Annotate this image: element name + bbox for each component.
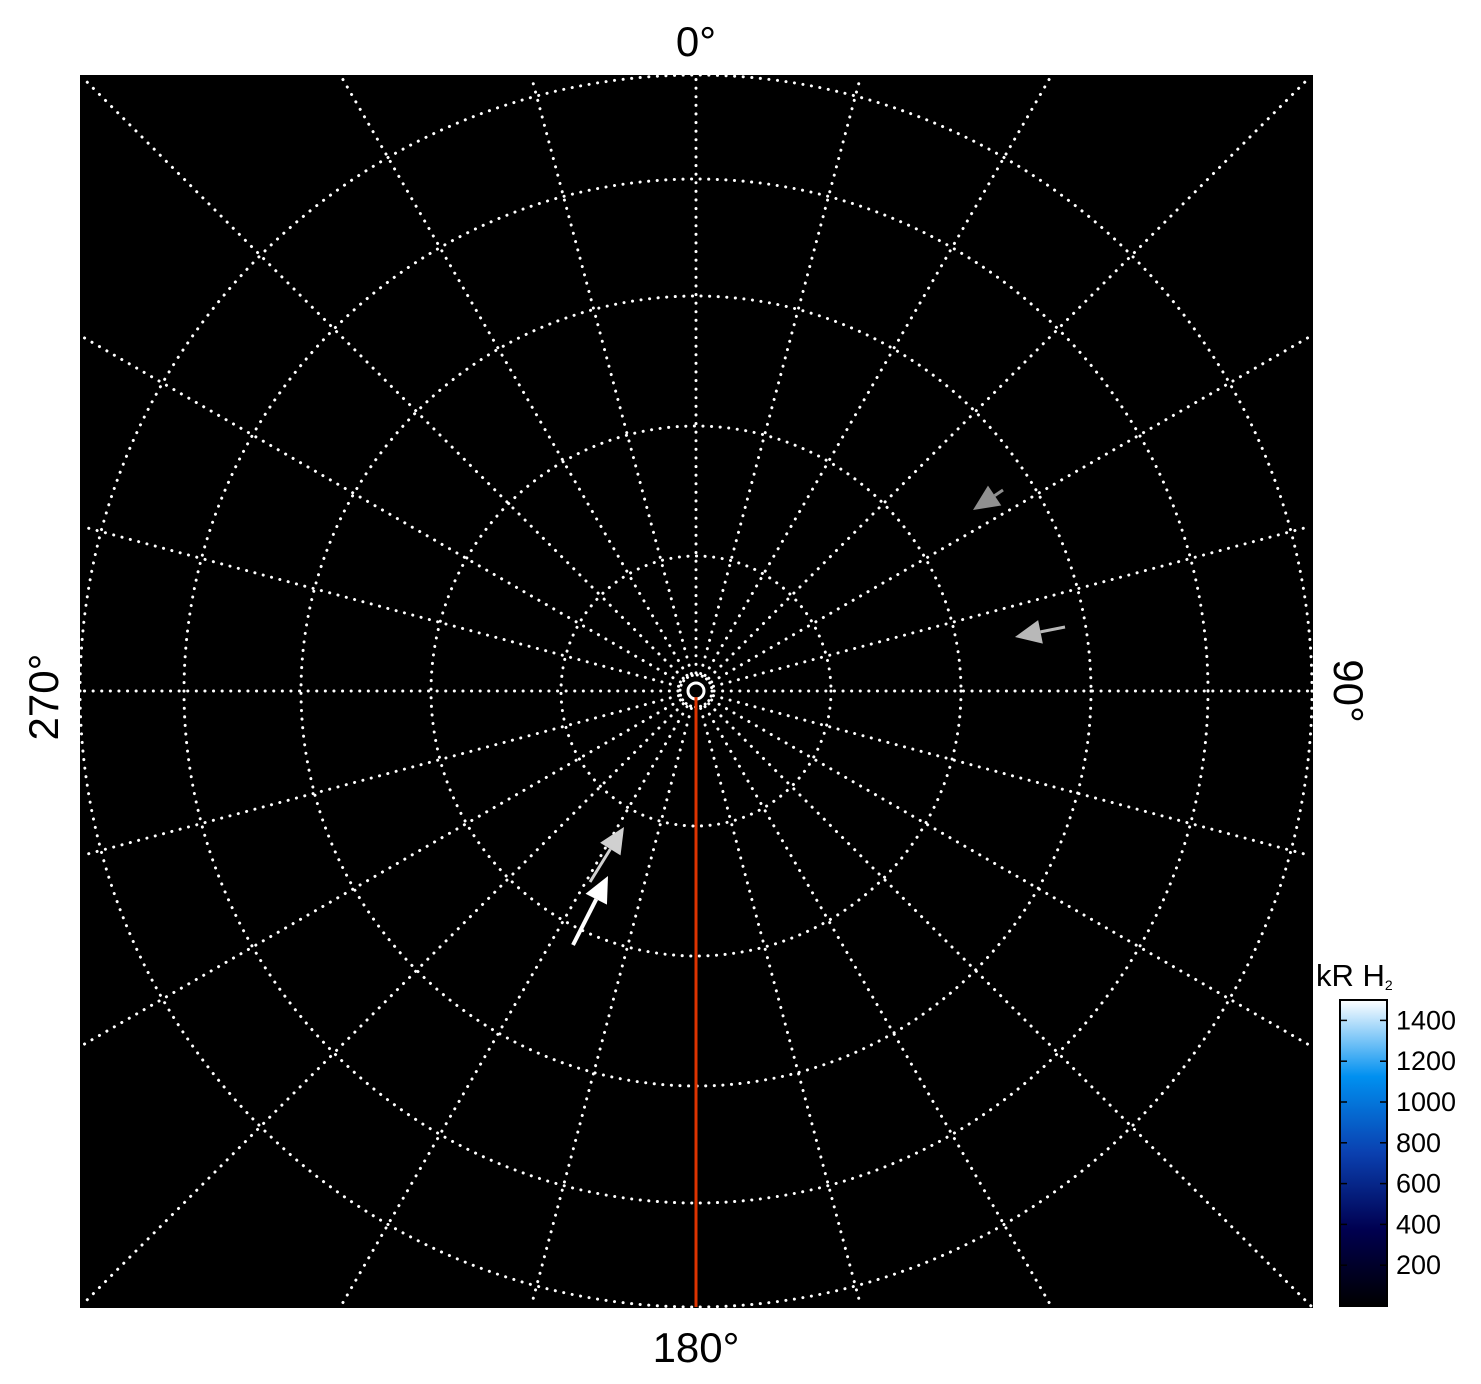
arrow-shaft: [571, 898, 599, 946]
colorbar-gradient: [1339, 999, 1388, 1307]
colorbar-tick-label: 800: [1396, 1128, 1441, 1158]
tick-label-180: 180°: [653, 1324, 740, 1371]
arrow-head: [585, 876, 608, 905]
grid-spoke-150: [703, 705, 1053, 1308]
grid-ring-4: [182, 177, 1210, 1205]
grid-spoke-165: [699, 706, 863, 1308]
grid-spoke-210: [339, 705, 689, 1308]
grid-spoke-195: [529, 706, 693, 1308]
grid-spoke-240: [80, 698, 682, 1047]
colorbar: kR H2 200 400 600 800 1000 1200 1400: [1316, 958, 1456, 1307]
arrow-shaft: [993, 488, 1004, 497]
grid-spoke-30: [703, 75, 1052, 677]
grid-spoke-345: [529, 75, 693, 676]
tick-label-270: 270°: [20, 654, 67, 741]
colorbar-tick-label: 200: [1396, 1250, 1441, 1280]
colorbar-tick-label: 1400: [1396, 1005, 1456, 1035]
arrow-2: [588, 827, 624, 883]
grid-spoke-300: [80, 335, 682, 684]
colorbar-tick-label: 1200: [1396, 1046, 1456, 1076]
grid-ring-5: [80, 75, 1313, 1308]
grid-spoke-255: [80, 694, 681, 858]
colorbar-label-subscript: 2: [1385, 977, 1393, 993]
grid-spoke-330: [340, 75, 689, 677]
colorbar-tick-label: 1000: [1396, 1087, 1456, 1117]
tick-label-0: 0°: [676, 18, 716, 65]
colorbar-tick-label: 400: [1396, 1209, 1441, 1239]
arrows: [571, 485, 1066, 946]
arrow-head: [973, 485, 1002, 510]
grid-spoke-15: [699, 75, 863, 676]
arrow-head: [1015, 620, 1043, 644]
svg-text:kR H2: kR H2: [1316, 958, 1393, 993]
arrow-4: [1015, 620, 1066, 644]
colorbar-tick-label: 600: [1396, 1169, 1441, 1199]
polar-grid: [80, 75, 1313, 1308]
grid-spoke-60: [710, 334, 1313, 684]
arrow-3: [973, 485, 1004, 510]
tick-label-90: 90°: [1325, 659, 1372, 723]
grid-ring-2: [429, 424, 963, 958]
grid-spoke-120: [710, 698, 1313, 1048]
grid-spoke-285: [80, 524, 681, 688]
grid-ring-1: [559, 554, 833, 828]
arrow-head: [600, 827, 624, 856]
arrow-1: [571, 876, 608, 946]
colorbar-label: kR H: [1316, 958, 1385, 993]
arrow-shaft: [588, 848, 612, 883]
grid-spoke-75: [711, 524, 1313, 688]
grid-spoke-105: [711, 694, 1313, 858]
arrow-shaft: [1040, 625, 1066, 634]
